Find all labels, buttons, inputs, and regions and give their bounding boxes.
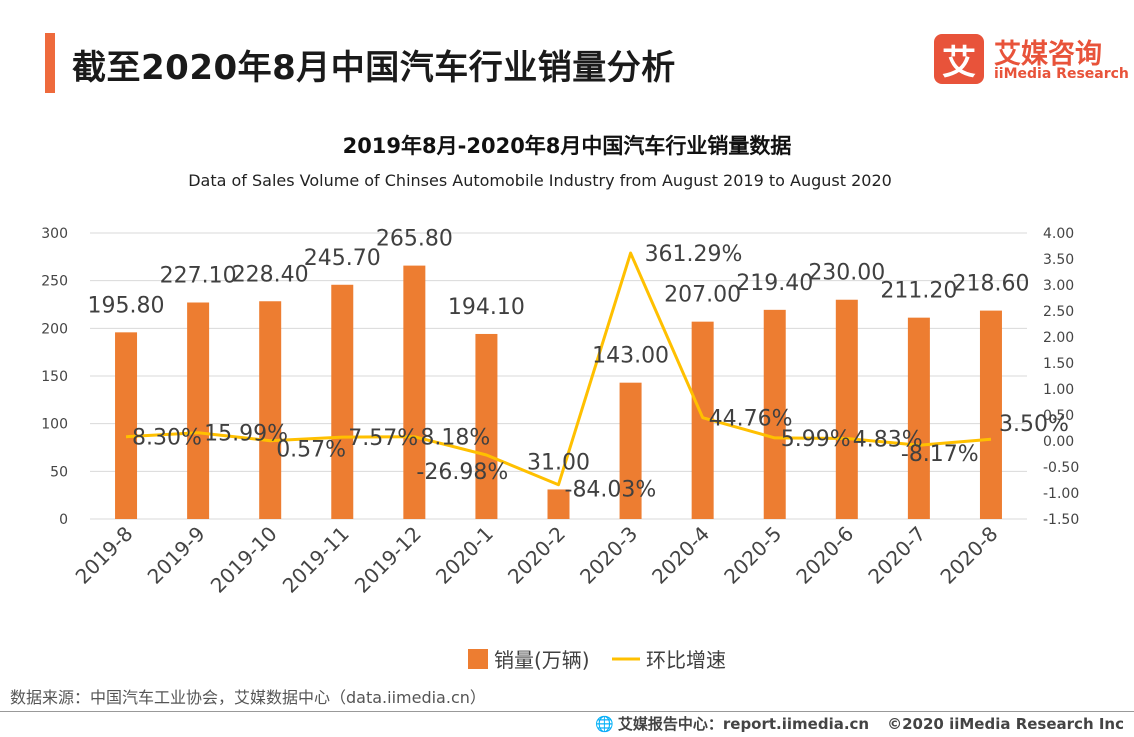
line-data-label: 15.99% (204, 422, 288, 447)
brand-logo: 艾 艾媒咨询 iiMedia Research (934, 30, 1129, 90)
y-right-tick-label: 2.00 (1043, 330, 1074, 346)
footer: 🌐 艾媒报告中心：report.iimedia.cn ©2020 iiMedia R… (595, 713, 1124, 734)
bar-data-label: 143.00 (592, 344, 669, 369)
bar-sales (763, 309, 786, 519)
y-left-tick-label: 300 (41, 226, 68, 242)
line-data-label: 361.29% (645, 242, 743, 267)
y-left-tick-label: 50 (50, 464, 68, 480)
line-data-label: 3.50% (999, 412, 1069, 437)
growth-line (125, 251, 992, 487)
page-title: 截至2020年8月中国汽车行业销量分析 (72, 48, 676, 88)
line-data-label: 5.99% (781, 427, 851, 452)
y-right-tick-label: 0.50 (1043, 408, 1074, 424)
bar-sales (547, 489, 570, 519)
legend-swatch-sales (468, 649, 488, 669)
data-source-note: 数据来源：中国汽车工业协会，艾媒数据中心（data.iimedia.cn） (10, 688, 486, 707)
y-left-tick-label: 100 (41, 417, 68, 433)
bar-sales (691, 321, 714, 519)
bar-data-label: 31.00 (527, 450, 590, 475)
line-data-label: 0.57% (276, 438, 346, 463)
x-tick-label: 2019-10 (206, 522, 282, 598)
legend-label-sales: 销量(万辆) (494, 648, 590, 672)
y-right-tick-label: -1.00 (1043, 486, 1079, 502)
title-accent-bar (45, 33, 55, 93)
bar-sales (475, 333, 498, 519)
bar-data-label: 195.80 (88, 293, 165, 318)
legend-label-growth: 环比增速 (646, 648, 726, 672)
line-data-label: -84.03% (565, 478, 657, 503)
y-right-tick-label: 2.50 (1043, 304, 1074, 320)
x-tick-label: 2020-5 (719, 522, 786, 589)
line-data-label: 7.57% (348, 426, 418, 451)
x-tick-label: 2019-9 (143, 522, 210, 589)
x-tick-label: 2020-7 (863, 522, 930, 589)
bar-data-label: 228.40 (232, 262, 309, 287)
x-tick-label: 2020-4 (647, 522, 714, 589)
y-right-tick-label: 1.00 (1043, 382, 1074, 398)
x-tick-label: 2020-3 (575, 522, 642, 589)
bar-data-label: 265.80 (376, 227, 453, 252)
x-tick-label: 2019-12 (350, 522, 426, 598)
y-left-tick-label: 0 (59, 512, 68, 528)
y-right-tick-label: 0.00 (1043, 434, 1074, 450)
logo-name-cn: 艾媒咨询 (994, 39, 1102, 70)
line-data-label: 8.18% (420, 426, 490, 451)
footer-report-link[interactable]: 艾媒报告中心：report.iimedia.cn (617, 715, 870, 733)
bar-data-label: 211.20 (880, 279, 957, 304)
line-data-label: 4.83% (853, 427, 923, 452)
bar-sales (835, 299, 858, 519)
y-right-tick-label: 4.00 (1043, 226, 1074, 242)
bar-sales (331, 284, 354, 519)
footer-divider (0, 711, 1134, 712)
line-data-label: 44.76% (709, 407, 793, 432)
y-right-tick-label: -1.50 (1043, 512, 1079, 528)
y-right-tick-label: 3.00 (1043, 278, 1074, 294)
bar-data-label: 227.10 (160, 263, 237, 288)
bar-data-label: 245.70 (304, 246, 381, 271)
line-data-label: -8.17% (901, 442, 979, 467)
logo-mark-icon: 艾 (934, 34, 984, 84)
y-right-tick-label: -0.50 (1043, 460, 1079, 476)
bar-sales (259, 301, 282, 519)
logo-name-en: iiMedia Research (994, 66, 1129, 82)
y-left-tick-label: 250 (41, 274, 68, 290)
y-right-tick-label: 3.50 (1043, 252, 1074, 268)
y-right-tick-label: 1.50 (1043, 356, 1074, 372)
bar-data-label: 194.10 (448, 295, 525, 320)
bar-sales (619, 382, 642, 519)
line-data-label: 8.30% (132, 426, 202, 451)
bar-sales (403, 265, 426, 519)
bar-data-label: 230.00 (808, 261, 885, 286)
x-tick-label: 2020-1 (431, 522, 498, 589)
bar-sales (115, 332, 138, 519)
globe-icon: 🌐 (595, 715, 614, 733)
bar-data-label: 218.60 (952, 272, 1029, 297)
bar-sales (907, 317, 930, 519)
bar-data-label: 207.00 (664, 283, 741, 308)
x-tick-label: 2020-2 (503, 522, 570, 589)
chart-subtitle: Data of Sales Volume of Chinses Automobi… (188, 171, 892, 190)
bar-data-label: 219.40 (736, 271, 813, 296)
y-left-tick-label: 150 (41, 369, 68, 385)
x-tick-label: 2020-6 (791, 522, 858, 589)
x-tick-label: 2020-8 (935, 522, 1002, 589)
x-tick-label: 2019-8 (71, 522, 138, 589)
line-data-label: -26.98% (416, 460, 508, 485)
footer-copyright: ©2020 iiMedia Research Inc (887, 715, 1124, 733)
y-left-tick-label: 200 (41, 321, 68, 337)
bar-sales (187, 302, 210, 519)
chart-title: 2019年8月-2020年8月中国汽车行业销量数据 (342, 134, 792, 158)
bar-sales (979, 310, 1002, 519)
x-tick-label: 2019-11 (278, 522, 354, 598)
